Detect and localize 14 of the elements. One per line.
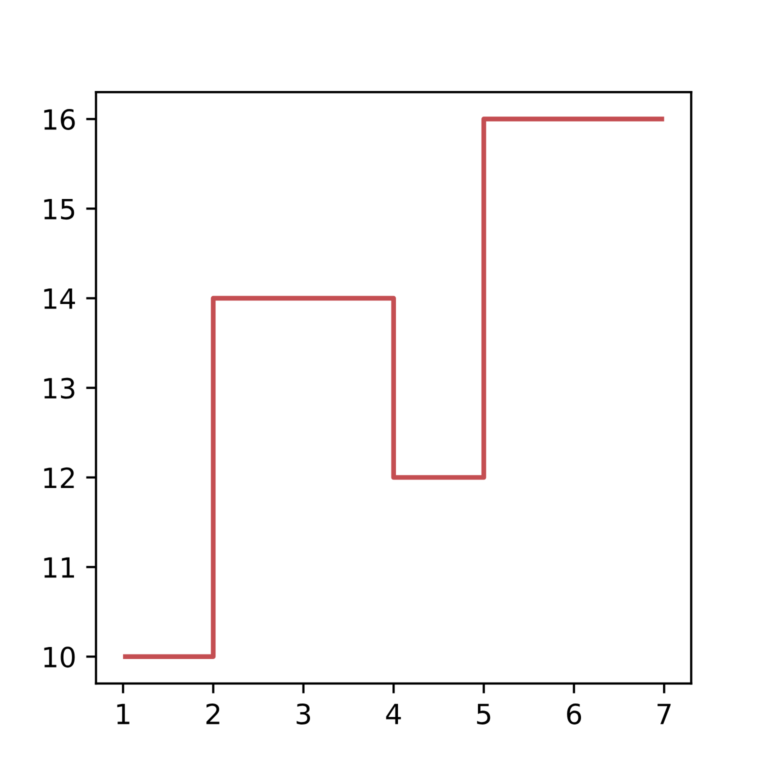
x-tick-label: 1 (117, 704, 130, 724)
x-tick-label: 4 (386, 704, 401, 724)
y-tick-label: 11 (44, 557, 74, 578)
x-tick-label: 5 (477, 704, 490, 724)
y-tick-label: 14 (44, 288, 75, 309)
x-tick-label: 3 (296, 703, 310, 724)
x-tick-label: 6 (567, 703, 582, 724)
x-tick-label: 7 (658, 704, 671, 724)
y-tick-label: 16 (44, 108, 75, 130)
y-tick-label: 10 (44, 646, 75, 668)
y-tick-label: 13 (44, 378, 74, 399)
y-tick-label: 15 (44, 198, 74, 220)
y-tick-label: 12 (44, 467, 74, 488)
x-tick-label: 2 (206, 703, 220, 724)
